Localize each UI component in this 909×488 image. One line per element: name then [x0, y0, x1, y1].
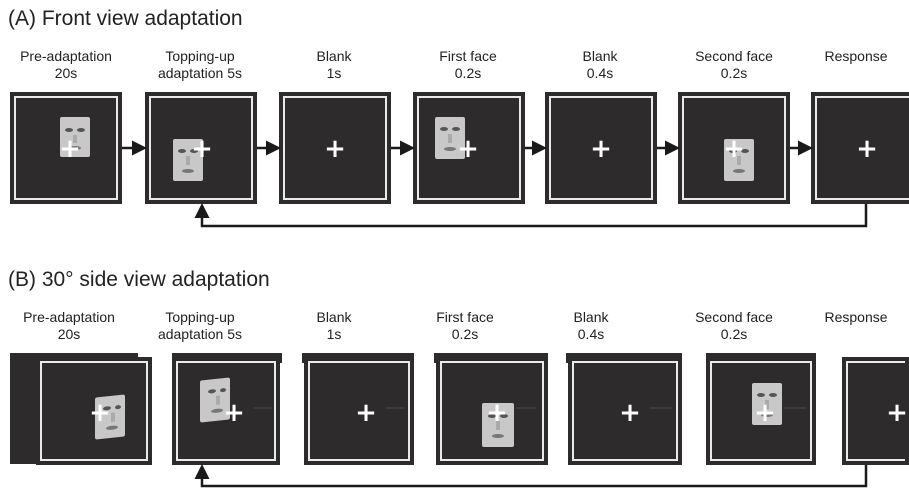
panel-b-blank-2: + [568, 357, 682, 465]
stage-label-a-blank-1: Blank 1s [269, 48, 399, 82]
stage-label-b-topping-up: Topping-up adaptation 5s [135, 309, 265, 343]
stage-line1: Pre-adaptation [23, 309, 115, 325]
stage-line2: 0.2s [454, 65, 482, 81]
stage-label-a-second-face: Second face 0.2s [669, 48, 799, 82]
stage-line1: Blank [316, 48, 352, 64]
panel-a-topping-up: + [145, 92, 257, 204]
section-b-title: (B) 30° side view adaptation [8, 268, 270, 291]
face-image [173, 139, 203, 181]
stage-line2: 0.2s [720, 326, 748, 342]
fixation-cross: + [59, 134, 81, 164]
fixation-cross: + [223, 398, 245, 428]
panel-a-pre-adaptation: + [10, 92, 122, 204]
face-image [724, 139, 754, 181]
stage-line1: Second face [695, 48, 773, 64]
fixation-cross: + [355, 398, 377, 428]
stage-label-b-blank-2: Blank 0.4s [526, 309, 656, 343]
face-image [200, 377, 230, 423]
stage-line2: adaptation 5s [157, 326, 243, 342]
stage-line2: 0.2s [451, 326, 479, 342]
stage-line2: 20s [57, 326, 81, 342]
stage-label-b-second-face: Second face 0.2s [669, 309, 799, 343]
stage-line1: First face [439, 48, 497, 64]
fixation-cross: + [324, 134, 346, 164]
panel-b-second-face: + [706, 357, 816, 465]
stage-line2: 0.4s [577, 326, 605, 342]
stage-label-b-pre-adaptation: Pre-adaptation 20s [4, 309, 134, 343]
fixation-cross: + [89, 398, 111, 428]
stage-line2: 0.2s [720, 65, 748, 81]
face-image [752, 383, 782, 425]
fixation-cross: + [754, 398, 776, 428]
fixation-cross: + [590, 134, 612, 164]
loop-arrow-a [194, 203, 868, 228]
fixation-cross: + [723, 134, 745, 164]
stage-line1: Topping-up [165, 48, 235, 64]
stage-label-a-first-face: First face 0.2s [403, 48, 533, 82]
stage-line2: 20s [54, 65, 78, 81]
stage-line1: Response [824, 309, 888, 325]
panel-a-blank-2: + [545, 92, 657, 204]
stage-line1: Blank [316, 309, 352, 325]
stage-line1: Response [824, 48, 888, 64]
panel-a-second-face: + [678, 92, 790, 204]
panel-b-first-face: + [436, 357, 548, 465]
fixation-cross: + [886, 398, 908, 428]
panel-a-first-face: + [413, 92, 525, 204]
stage-line1: Topping-up [165, 309, 235, 325]
panel-b-blank-1: + [304, 357, 414, 465]
stage-line2: 1s [326, 326, 342, 342]
stage-label-a-blank-2: Blank 0.4s [535, 48, 665, 82]
section-a-title: (A) Front view adaptation [8, 7, 243, 30]
stage-line1: Second face [695, 309, 773, 325]
fixation-cross: + [486, 398, 508, 428]
face-image [482, 403, 514, 447]
fixation-cross: + [191, 134, 213, 164]
panel-b-pre-adaptation: + [36, 357, 152, 465]
panel-b-response: + [842, 357, 909, 465]
fixation-cross: + [619, 398, 641, 428]
stage-line2: 1s [326, 65, 342, 81]
fixation-cross: + [856, 134, 878, 164]
fixation-cross: + [457, 134, 479, 164]
stage-label-a-topping-up: Topping-up adaptation 5s [135, 48, 265, 82]
stage-label-b-first-face: First face 0.2s [400, 309, 530, 343]
stage-line1: First face [436, 309, 494, 325]
stage-line2: adaptation 5s [157, 65, 243, 81]
face-image [435, 117, 465, 159]
face-image [60, 117, 90, 157]
stage-line1: Blank [582, 48, 618, 64]
panel-b-topping-up: + [172, 357, 280, 465]
panel-a-response: + [811, 92, 909, 204]
loop-arrow-b [194, 464, 868, 488]
stage-line1: Pre-adaptation [20, 48, 112, 64]
stage-label-b-response: Response [791, 309, 909, 326]
face-image [95, 394, 125, 440]
stage-label-a-response: Response [791, 48, 909, 65]
stage-label-a-pre-adaptation: Pre-adaptation 20s [1, 48, 131, 82]
stage-line2: 0.4s [586, 65, 614, 81]
stage-line1: Blank [573, 309, 609, 325]
stage-label-b-blank-1: Blank 1s [269, 309, 399, 343]
panel-a-blank-1: + [279, 92, 391, 204]
